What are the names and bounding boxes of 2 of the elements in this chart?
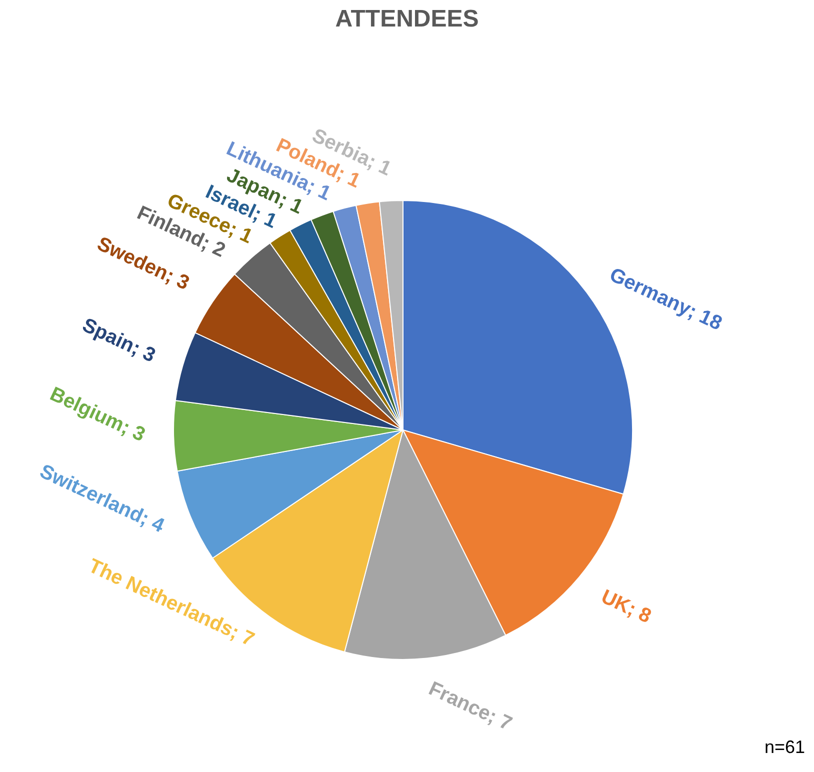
- chart-title: ATTENDEES: [335, 6, 479, 33]
- text: n=61: [764, 736, 805, 757]
